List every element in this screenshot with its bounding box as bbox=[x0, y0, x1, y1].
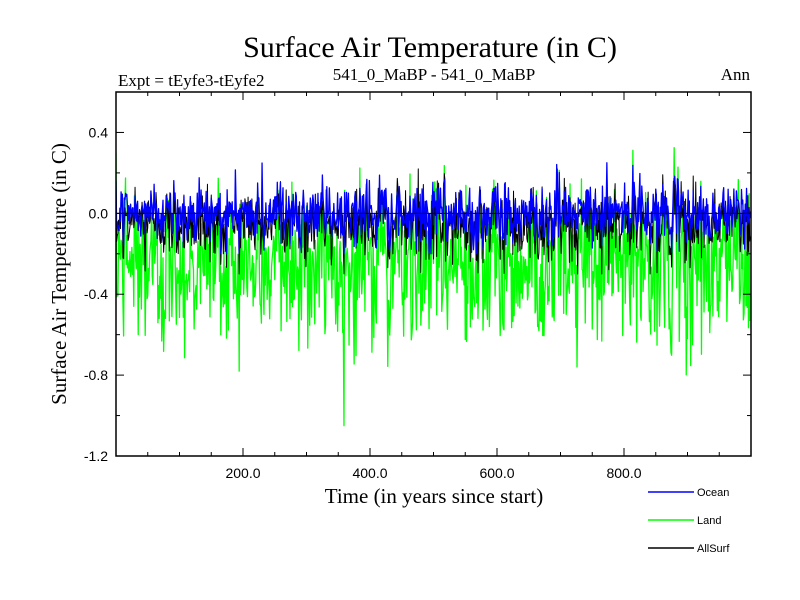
x-tick-label: 400.0 bbox=[352, 465, 387, 481]
y-axis: -1.2 -0.8 -0.4 0.0 0.4 bbox=[84, 124, 751, 464]
y-tick-label: -1.2 bbox=[84, 448, 108, 464]
y-axis-label: Surface Air Temperature (in C) bbox=[47, 143, 71, 405]
plot-area bbox=[116, 147, 751, 427]
subtitle-center: 541_0_MaBP - 541_0_MaBP bbox=[333, 65, 535, 84]
x-tick-label: 800.0 bbox=[606, 465, 641, 481]
x-axis-label: Time (in years since start) bbox=[325, 484, 544, 508]
series-layer bbox=[116, 147, 751, 427]
legend-label-allsurf: AllSurf bbox=[697, 543, 730, 555]
subtitle-right: Ann bbox=[721, 65, 751, 84]
chart-title: Surface Air Temperature (in C) bbox=[243, 31, 617, 64]
legend-label-ocean: Ocean bbox=[697, 487, 729, 499]
y-tick-label: 0.4 bbox=[89, 124, 109, 140]
legend: Ocean Land AllSurf bbox=[648, 487, 730, 555]
y-tick-label: 0.0 bbox=[89, 205, 109, 221]
x-tick-label: 600.0 bbox=[479, 465, 514, 481]
x-tick-label: 200.0 bbox=[225, 465, 260, 481]
subtitle-left: Expt = tEyfe3-tEyfe2 bbox=[118, 71, 264, 90]
y-tick-label: -0.4 bbox=[84, 286, 108, 302]
legend-label-land: Land bbox=[697, 515, 721, 527]
series-line-ocean bbox=[116, 162, 751, 255]
x-axis: 200.0 400.0 600.0 800.0 bbox=[147, 92, 720, 481]
y-tick-label: -0.8 bbox=[84, 367, 108, 383]
